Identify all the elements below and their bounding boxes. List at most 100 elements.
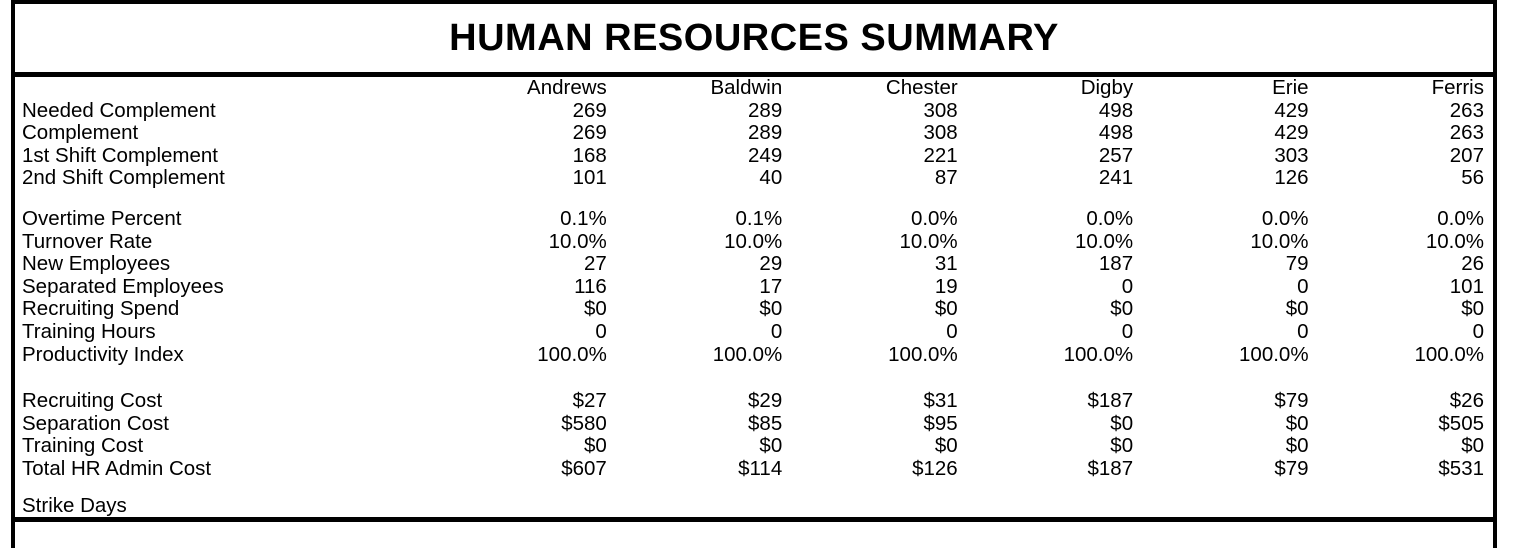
table-row: Turnover Rate 10.0% 10.0% 10.0% 10.0% 10.0% 10… bbox=[22, 231, 1484, 254]
hr-summary-section: HUMAN RESOURCES SUMMARY Andrews Baldwin Ch… bbox=[11, 0, 1497, 548]
group-spacer bbox=[22, 481, 1484, 495]
cell-value: 10.0% bbox=[1425, 230, 1484, 253]
table-row: Strike Days bbox=[22, 495, 1484, 518]
cell-value: $0 bbox=[1285, 298, 1309, 321]
row-label: Turnover Rate bbox=[22, 230, 153, 253]
cell-value bbox=[1133, 495, 1308, 518]
cell-value: $531 bbox=[1438, 457, 1484, 480]
cell-value: 100.0% bbox=[537, 343, 607, 366]
row-label: Training Hours bbox=[22, 320, 156, 343]
cell-value: 0 bbox=[1121, 320, 1134, 343]
row-label: Needed Complement bbox=[22, 99, 216, 122]
table-row: 2nd Shift Complement 101 40 87 241 126 56 bbox=[22, 167, 1484, 190]
cell-value: 27 bbox=[583, 253, 607, 276]
cell-value: $0 bbox=[1110, 298, 1134, 321]
row-label: Complement bbox=[22, 122, 139, 145]
cell-value: 100.0% bbox=[1063, 343, 1134, 366]
column-header-row: Andrews Baldwin Chester Digby Erie Ferris bbox=[22, 77, 1484, 100]
cell-value: 0 bbox=[1297, 320, 1309, 343]
cell-value: 100.0% bbox=[1239, 343, 1309, 366]
cell-value: $187 bbox=[1087, 390, 1134, 413]
row-label: Overtime Percent bbox=[22, 207, 182, 230]
group-spacer bbox=[22, 190, 1484, 208]
cell-value: 126 bbox=[1274, 167, 1309, 190]
table-row: 1st Shift Complement 168 249 221 257 303 207 bbox=[22, 145, 1484, 168]
table-row: Productivity Index 100.0% 100.0% 100.0% 100.… bbox=[22, 344, 1484, 367]
cell-value: 26 bbox=[1461, 253, 1484, 276]
cell-value bbox=[607, 495, 782, 518]
cell-value bbox=[782, 495, 957, 518]
cell-value: 10.0% bbox=[724, 230, 783, 253]
cell-value: $0 bbox=[934, 435, 958, 458]
cell-value: $607 bbox=[561, 457, 607, 480]
section-divider bbox=[15, 517, 1493, 523]
cell-value: 429 bbox=[1274, 99, 1309, 122]
table-row: Needed Complement 269 289 308 498 429 263 bbox=[22, 100, 1484, 123]
hr-summary-table: Andrews Baldwin Chester Digby Erie Ferris Nee… bbox=[22, 77, 1484, 517]
cell-value: 10.0% bbox=[548, 230, 607, 253]
cell-value: 79 bbox=[1285, 253, 1309, 276]
cell-value: 100.0% bbox=[1414, 343, 1484, 366]
cell-value: 187 bbox=[1098, 253, 1134, 276]
cell-value: $0 bbox=[1285, 412, 1309, 435]
table-row: Separation Cost $580 $85 $95 $0 $0 $505 bbox=[22, 413, 1484, 436]
row-label: Total HR Admin Cost bbox=[22, 457, 212, 480]
cell-value: 116 bbox=[574, 275, 607, 298]
group-spacer bbox=[22, 366, 1484, 390]
cell-value: $580 bbox=[561, 412, 607, 435]
row-label: Strike Days bbox=[22, 494, 127, 517]
cell-value: $29 bbox=[748, 390, 783, 413]
next-section-blank bbox=[15, 522, 1493, 544]
cell-value: 29 bbox=[759, 253, 783, 276]
cell-value: $0 bbox=[934, 298, 958, 321]
row-label: 2nd Shift Complement bbox=[22, 167, 225, 190]
cell-value: 0.1% bbox=[560, 207, 607, 230]
cell-value: 100.0% bbox=[712, 343, 783, 366]
cell-value: 31 bbox=[934, 253, 958, 276]
cell-value: $26 bbox=[1449, 390, 1484, 413]
column-header-erie: Erie bbox=[1272, 77, 1309, 99]
cell-value: 257 bbox=[1098, 144, 1134, 167]
cell-value: 0.0% bbox=[1261, 207, 1309, 230]
cell-value: 87 bbox=[934, 167, 958, 190]
cell-value: $0 bbox=[1110, 435, 1134, 458]
cell-value: 263 bbox=[1449, 99, 1484, 122]
table-row: New Employees 27 29 31 187 79 26 bbox=[22, 253, 1484, 276]
table-row: Separated Employees 116 17 19 0 0 101 bbox=[22, 276, 1484, 299]
cell-value: 0 bbox=[1297, 275, 1309, 298]
row-label: Productivity Index bbox=[22, 343, 184, 366]
cell-value: 289 bbox=[748, 122, 783, 145]
cell-value: 0 bbox=[946, 320, 958, 343]
cell-value: 249 bbox=[748, 144, 783, 167]
cell-value: 0 bbox=[595, 320, 607, 343]
cell-value: 10.0% bbox=[1250, 230, 1309, 253]
table-row: Training Cost $0 $0 $0 $0 $0 $0 bbox=[22, 435, 1484, 458]
title-bar: HUMAN RESOURCES SUMMARY bbox=[15, 4, 1493, 77]
cell-value: 308 bbox=[923, 122, 958, 145]
cell-value: 101 bbox=[572, 167, 607, 190]
cell-value: $114 bbox=[738, 457, 783, 480]
row-label: Recruiting Spend bbox=[22, 298, 180, 321]
table-row: Total HR Admin Cost $607 $114 $126 $187 $79 $5… bbox=[22, 458, 1484, 481]
cell-value: 429 bbox=[1274, 122, 1309, 145]
cell-value: 263 bbox=[1449, 122, 1484, 145]
cell-value bbox=[431, 495, 606, 518]
cell-value: 0.0% bbox=[910, 207, 958, 230]
column-header-chester: Chester bbox=[885, 77, 958, 99]
cell-value: $0 bbox=[1110, 412, 1134, 435]
cell-value: $95 bbox=[923, 412, 958, 435]
cell-value: 10.0% bbox=[899, 230, 958, 253]
cell-value: 269 bbox=[572, 99, 607, 122]
cell-value bbox=[1309, 495, 1484, 518]
cell-value: 101 bbox=[1449, 275, 1484, 298]
table-row: Recruiting Cost $27 $29 $31 $187 $79 $26 bbox=[22, 390, 1484, 413]
column-header-digby: Digby bbox=[1080, 77, 1134, 99]
cell-value: $126 bbox=[912, 457, 958, 480]
cell-value: $505 bbox=[1438, 412, 1484, 435]
hr-summary-table-area: Andrews Baldwin Chester Digby Erie Ferris Nee… bbox=[15, 77, 1493, 517]
cell-value: $79 bbox=[1274, 457, 1309, 480]
cell-value: 498 bbox=[1098, 122, 1134, 145]
column-header-blank bbox=[22, 77, 431, 100]
cell-value: 10.0% bbox=[1074, 230, 1134, 253]
cell-value: 40 bbox=[759, 167, 783, 190]
